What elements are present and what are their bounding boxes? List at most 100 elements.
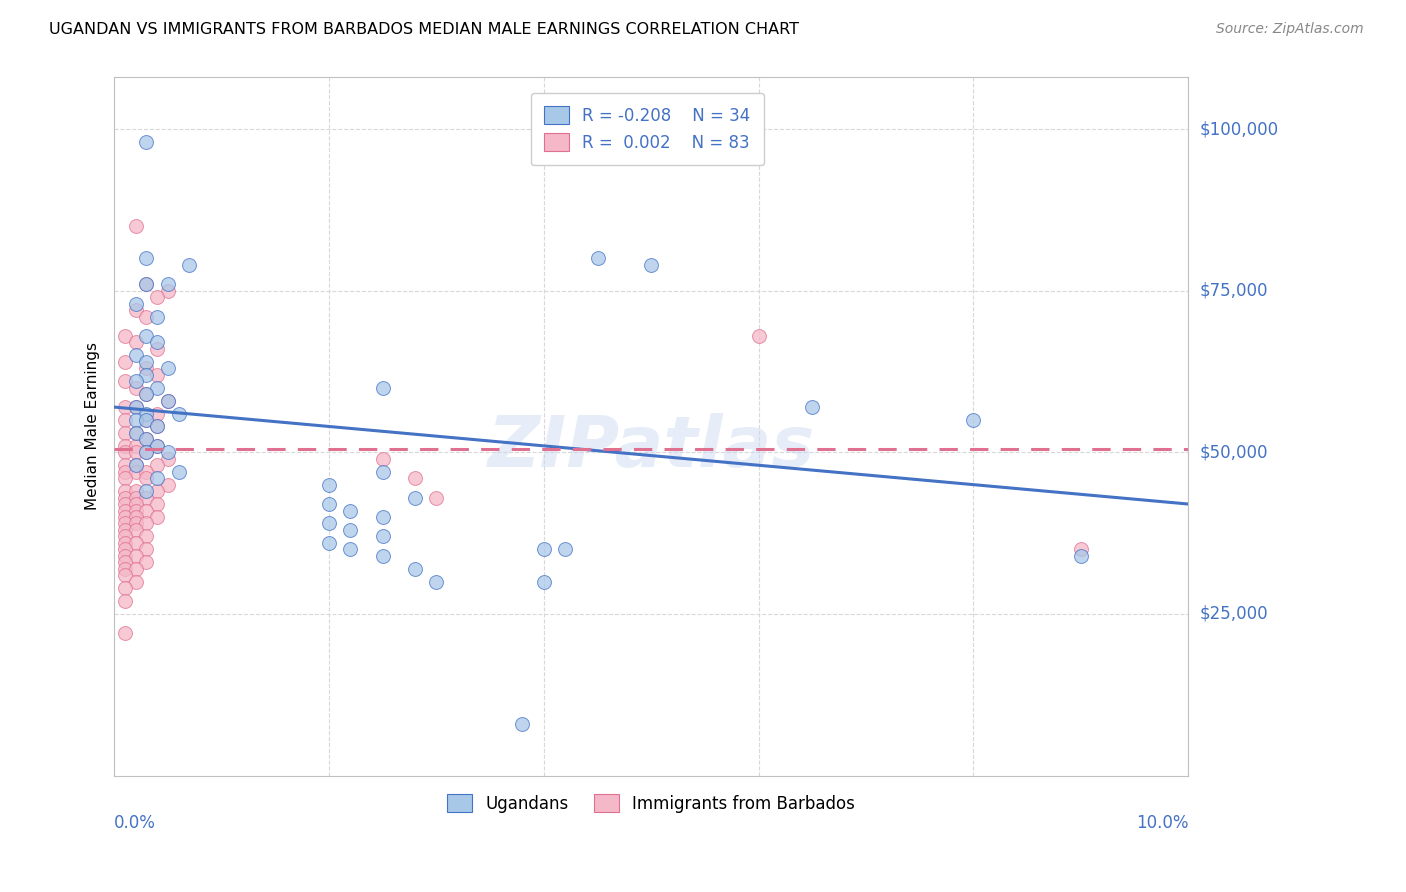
Point [371, 381, 394, 395]
Point [146, 290, 169, 304]
Text: $100,000: $100,000 [1199, 120, 1278, 138]
Point [371, 465, 394, 479]
Point [135, 529, 157, 543]
Point [146, 310, 169, 324]
Point [114, 542, 136, 557]
Point [124, 458, 146, 473]
Point [114, 497, 136, 511]
Point [135, 413, 157, 427]
Point [135, 135, 157, 149]
Point [114, 374, 136, 388]
Point [146, 439, 169, 453]
Point [135, 413, 157, 427]
Point [124, 523, 146, 537]
Point [124, 381, 146, 395]
Point [124, 491, 146, 505]
Point [124, 510, 146, 524]
Point [146, 368, 169, 382]
Text: 0.0%: 0.0% [114, 814, 156, 832]
Point [124, 219, 146, 233]
Point [124, 497, 146, 511]
Point [135, 555, 157, 569]
Point [114, 562, 136, 576]
Point [135, 516, 157, 531]
Point [318, 516, 340, 531]
Point [339, 503, 361, 517]
Point [167, 465, 190, 479]
Point [114, 400, 136, 414]
Point [114, 626, 136, 640]
Point [114, 581, 136, 595]
Point [512, 716, 534, 731]
Point [114, 484, 136, 499]
Point [586, 252, 609, 266]
Text: $50,000: $50,000 [1199, 443, 1268, 461]
Point [179, 258, 201, 272]
Point [135, 368, 157, 382]
Point [146, 458, 169, 473]
Point [124, 439, 146, 453]
Point [135, 387, 157, 401]
Point [135, 387, 157, 401]
Point [801, 400, 824, 414]
Text: ZIPatlas: ZIPatlas [488, 413, 815, 482]
Point [124, 425, 146, 440]
Point [371, 451, 394, 466]
Point [114, 355, 136, 369]
Point [146, 419, 169, 434]
Point [124, 465, 146, 479]
Point [339, 523, 361, 537]
Point [156, 361, 179, 376]
Point [124, 400, 146, 414]
Point [114, 529, 136, 543]
Point [135, 503, 157, 517]
Point [146, 342, 169, 356]
Point [135, 465, 157, 479]
Point [339, 542, 361, 557]
Point [124, 425, 146, 440]
Point [146, 419, 169, 434]
Point [135, 445, 157, 459]
Point [146, 439, 169, 453]
Point [124, 445, 146, 459]
Point [318, 497, 340, 511]
Point [962, 413, 984, 427]
Point [114, 510, 136, 524]
Point [124, 503, 146, 517]
Point [135, 433, 157, 447]
Point [114, 491, 136, 505]
Point [156, 445, 179, 459]
Point [124, 484, 146, 499]
Point [156, 477, 179, 491]
Point [114, 523, 136, 537]
Point [318, 536, 340, 550]
Point [114, 503, 136, 517]
Point [124, 536, 146, 550]
Point [124, 458, 146, 473]
Point [146, 471, 169, 485]
Point [135, 277, 157, 292]
Point [404, 471, 426, 485]
Point [124, 303, 146, 318]
Point [135, 355, 157, 369]
Point [124, 348, 146, 362]
Point [318, 477, 340, 491]
Point [135, 277, 157, 292]
Point [533, 542, 555, 557]
Point [124, 574, 146, 589]
Point [156, 393, 179, 408]
Point [124, 400, 146, 414]
Point [124, 516, 146, 531]
Point [124, 374, 146, 388]
Point [1070, 542, 1092, 557]
Point [114, 458, 136, 473]
Point [135, 433, 157, 447]
Point [135, 542, 157, 557]
Point [146, 510, 169, 524]
Point [114, 425, 136, 440]
Point [156, 451, 179, 466]
Point [124, 335, 146, 350]
Point [156, 277, 179, 292]
Point [404, 562, 426, 576]
Point [146, 484, 169, 499]
